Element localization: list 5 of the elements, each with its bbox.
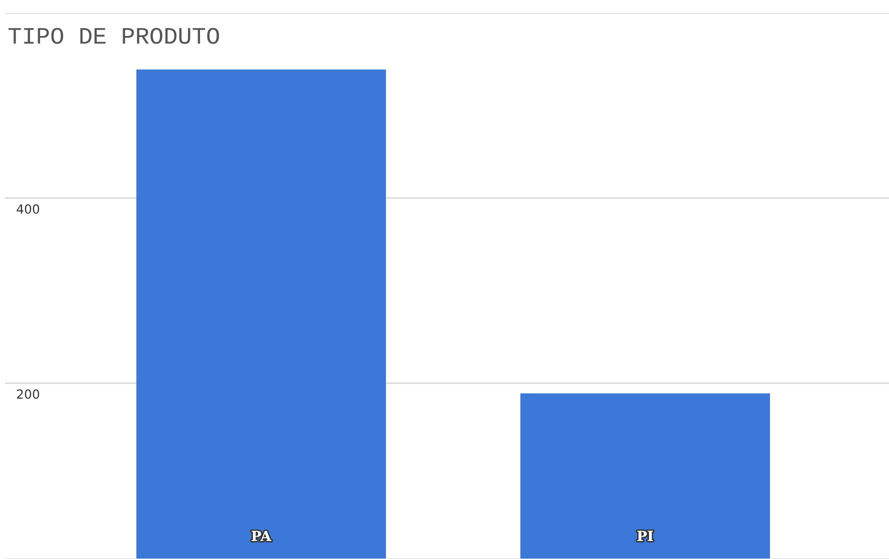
x-tick-label: PA [252, 530, 272, 541]
y-tick-label: 400 [16, 204, 40, 214]
x-tick-label: PI [637, 530, 653, 541]
y-tick-label: 200 [17, 389, 40, 399]
chart-title: TIPO DE PRODUTO [8, 28, 219, 44]
